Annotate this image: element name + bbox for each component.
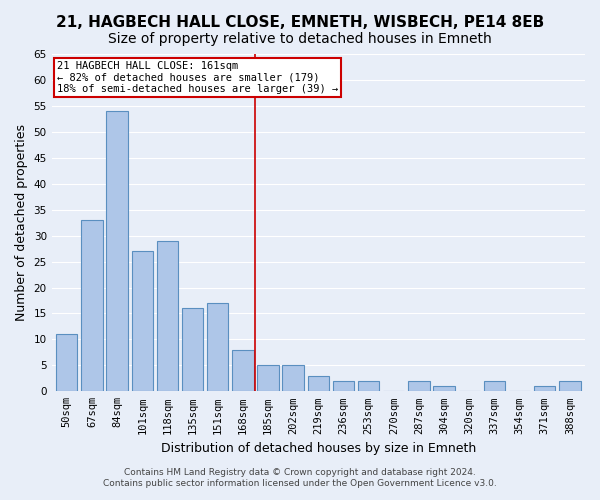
Text: Size of property relative to detached houses in Emneth: Size of property relative to detached ho… bbox=[108, 32, 492, 46]
Text: 21, HAGBECH HALL CLOSE, EMNETH, WISBECH, PE14 8EB: 21, HAGBECH HALL CLOSE, EMNETH, WISBECH,… bbox=[56, 15, 544, 30]
Bar bbox=[257, 366, 279, 392]
Bar bbox=[232, 350, 254, 392]
Bar bbox=[182, 308, 203, 392]
X-axis label: Distribution of detached houses by size in Emneth: Distribution of detached houses by size … bbox=[161, 442, 476, 455]
Bar bbox=[358, 381, 379, 392]
Bar bbox=[283, 366, 304, 392]
Bar bbox=[433, 386, 455, 392]
Bar bbox=[559, 381, 581, 392]
Bar bbox=[106, 111, 128, 392]
Bar bbox=[56, 334, 77, 392]
Bar bbox=[207, 303, 229, 392]
Bar bbox=[81, 220, 103, 392]
Text: Contains HM Land Registry data © Crown copyright and database right 2024.
Contai: Contains HM Land Registry data © Crown c… bbox=[103, 468, 497, 487]
Bar bbox=[308, 376, 329, 392]
Bar bbox=[333, 381, 354, 392]
Bar bbox=[484, 381, 505, 392]
Bar bbox=[408, 381, 430, 392]
Bar bbox=[157, 241, 178, 392]
Bar bbox=[534, 386, 556, 392]
Y-axis label: Number of detached properties: Number of detached properties bbox=[15, 124, 28, 321]
Text: 21 HAGBECH HALL CLOSE: 161sqm
← 82% of detached houses are smaller (179)
18% of : 21 HAGBECH HALL CLOSE: 161sqm ← 82% of d… bbox=[57, 60, 338, 94]
Bar bbox=[131, 251, 153, 392]
